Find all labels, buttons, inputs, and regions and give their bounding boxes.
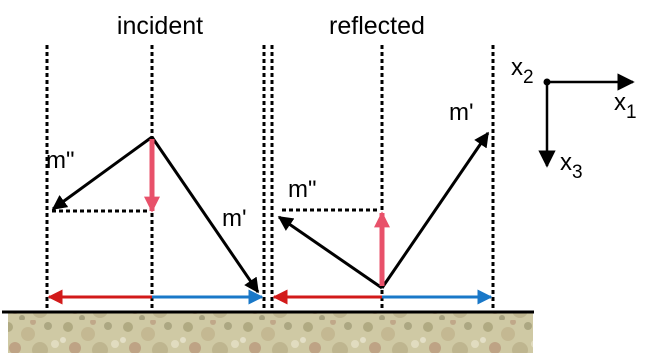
- coordinate-axes: x2 x1 x3: [511, 54, 637, 183]
- ground-texture: [8, 313, 533, 353]
- reflected-label: reflected: [329, 12, 425, 40]
- reflected-m-prime-label: m': [449, 99, 474, 126]
- incident-m-prime-arrow: [150, 136, 260, 294]
- reflected-m-prime-arrow: [380, 131, 490, 289]
- reflected-m-double-prime-label: m": [288, 176, 317, 203]
- reflected-m-double-prime-arrow: [277, 215, 383, 290]
- x2-axis-label: x2: [511, 54, 534, 88]
- incident-label: incident: [117, 12, 203, 40]
- incident-m-double-prime-arrow: [51, 135, 153, 211]
- incident-m-prime-label: m': [222, 205, 247, 232]
- x1-axis-label: x1: [614, 89, 637, 123]
- incident-m-double-prime-label: m": [46, 147, 75, 174]
- x3-axis-label: x3: [560, 149, 583, 183]
